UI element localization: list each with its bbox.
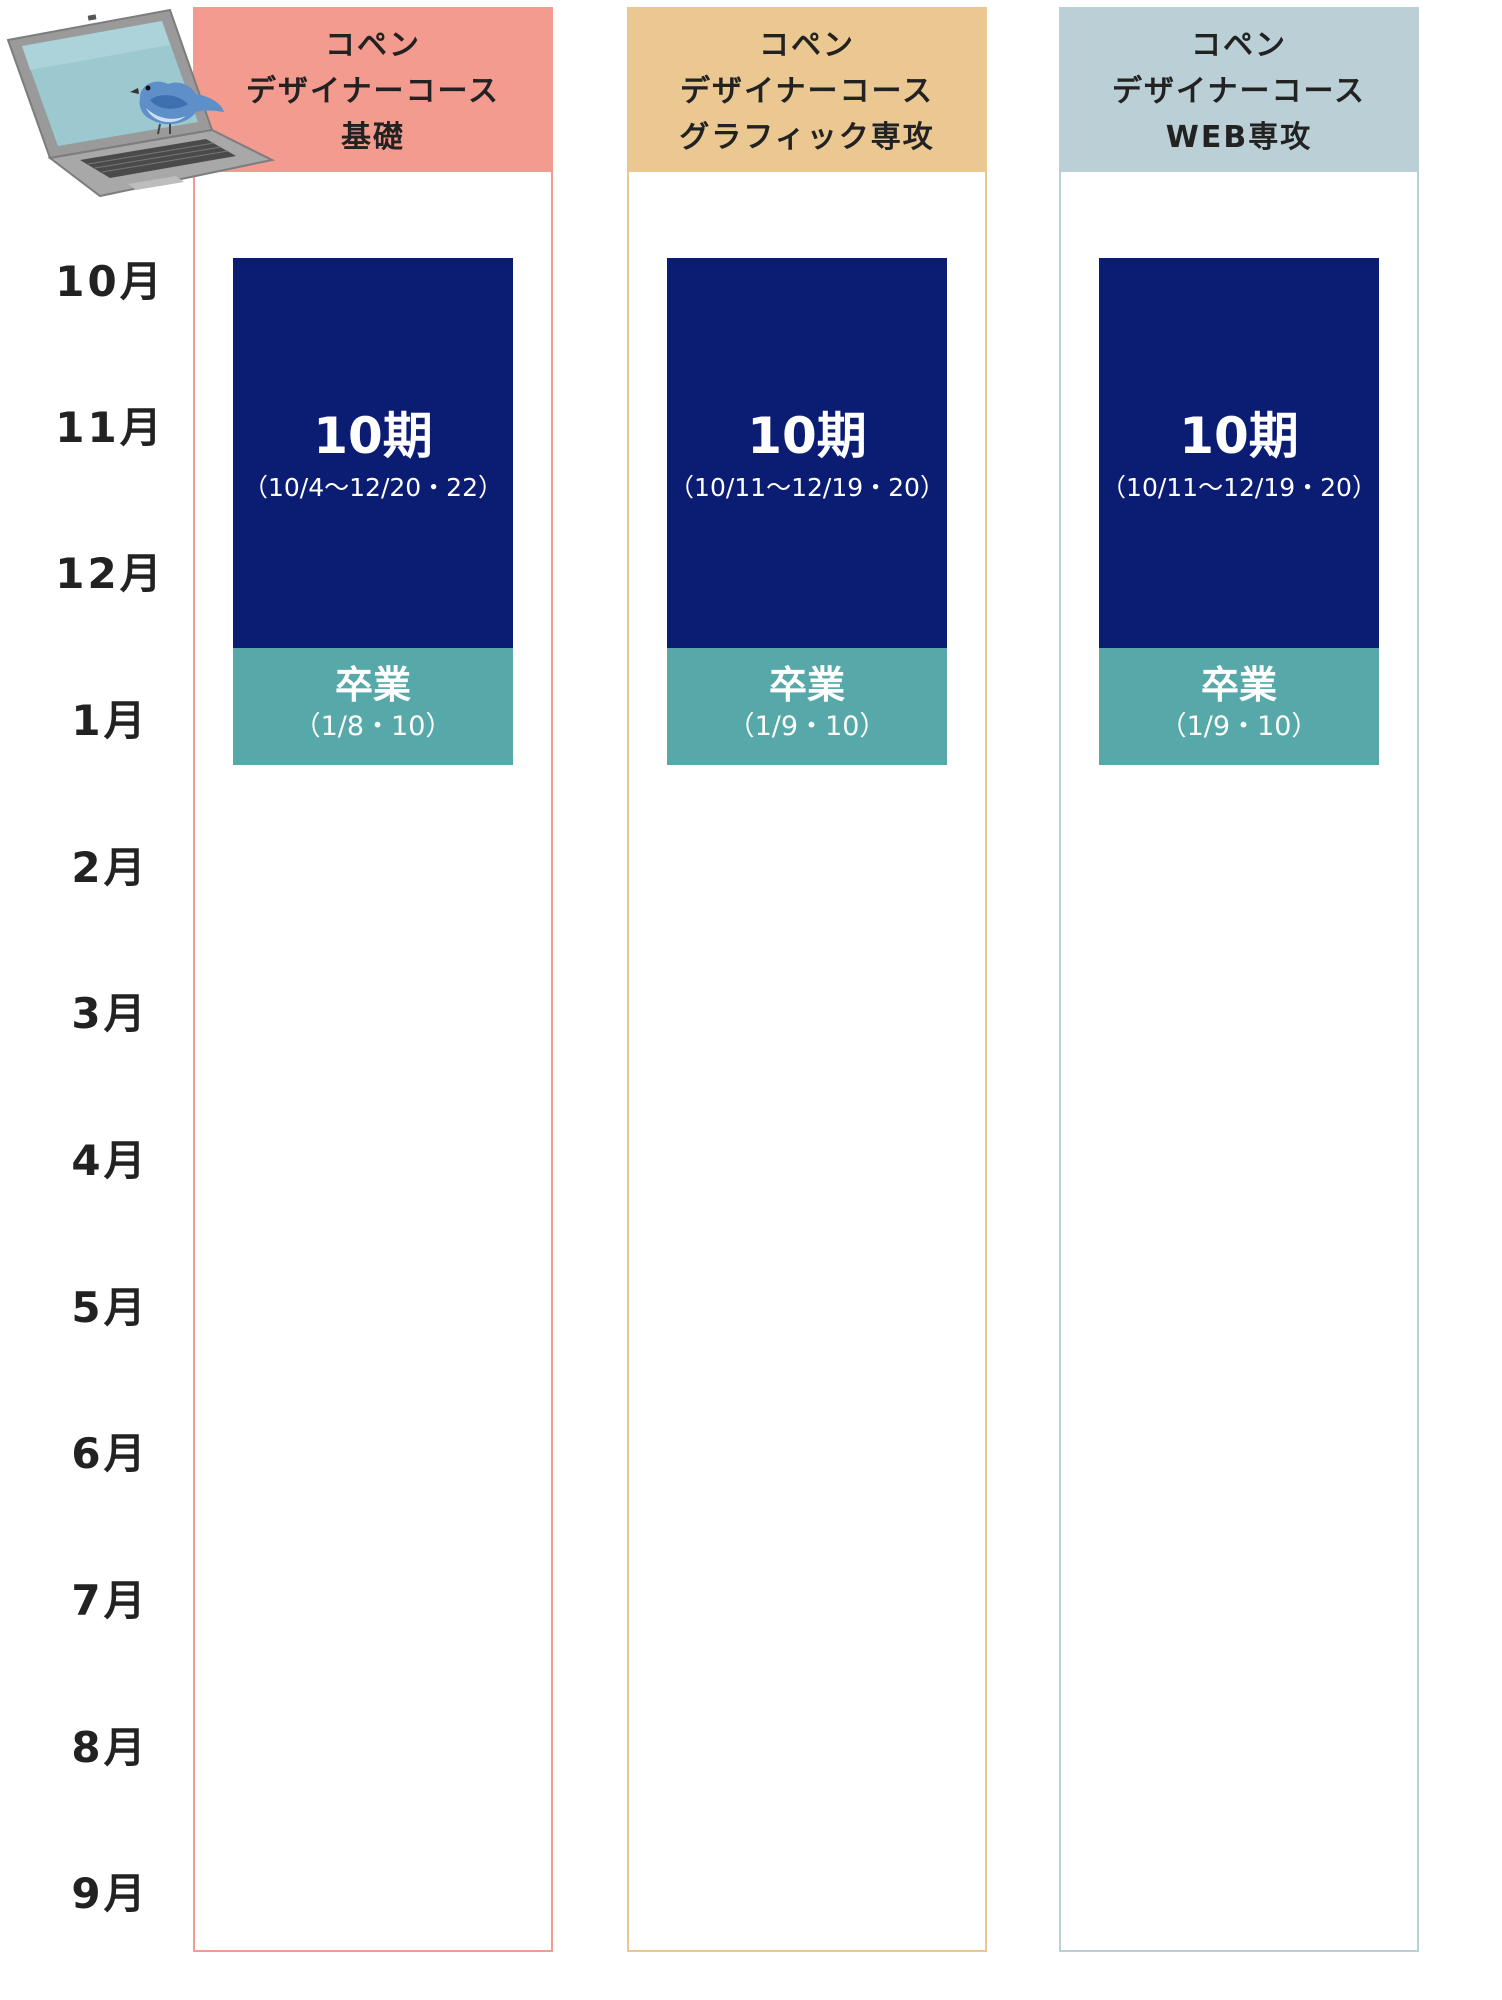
term-title: 10期 — [1179, 407, 1299, 465]
course-header-line: 基礎 — [341, 120, 405, 155]
course-column-graphic: コペン デザイナーコース グラフィック専攻 10期 （10/11〜12/19・2… — [627, 7, 987, 1952]
graduation-block: 卒業 （1/9・10） — [667, 648, 947, 765]
course-header-line: デザイナーコース — [1112, 74, 1366, 109]
graduation-title: 卒業 — [768, 663, 845, 707]
course-header-line: コペン — [325, 28, 421, 63]
month-label: 5月 — [71, 1283, 149, 1332]
course-header-line: デザイナーコース — [680, 74, 934, 109]
month-label: 1月 — [71, 696, 149, 745]
month-label: 6月 — [71, 1429, 149, 1478]
month-label: 4月 — [71, 1136, 149, 1185]
course-header: コペン デザイナーコース WEB専攻 — [1061, 9, 1417, 172]
course-header-line: グラフィック専攻 — [679, 120, 935, 155]
term-dates: （10/4〜12/20・22） — [243, 473, 503, 502]
term-title: 10期 — [747, 407, 867, 465]
course-column-basic: コペン デザイナーコース 基礎 10期 （10/4〜12/20・22） 卒業 （… — [193, 7, 553, 1952]
month-label: 12月 — [55, 549, 165, 598]
course-column-web: コペン デザイナーコース WEB専攻 10期 （10/11〜12/19・20） … — [1059, 7, 1419, 1952]
term-block: 10期 （10/11〜12/19・20） — [1099, 258, 1379, 648]
month-label: 9月 — [71, 1869, 149, 1918]
graduation-dates: （1/9・10） — [1159, 711, 1319, 742]
course-header-line: コペン — [1191, 28, 1287, 63]
graduation-block: 卒業 （1/9・10） — [1099, 648, 1379, 765]
graduation-dates: （1/9・10） — [727, 711, 887, 742]
course-header: コペン デザイナーコース 基礎 — [195, 9, 551, 172]
month-label: 2月 — [71, 843, 149, 892]
term-block: 10期 （10/11〜12/19・20） — [667, 258, 947, 648]
graduation-title: 卒業 — [1200, 663, 1277, 707]
course-header-line: コペン — [759, 28, 855, 63]
course-header-line: デザイナーコース — [246, 74, 500, 109]
month-label: 10月 — [55, 257, 165, 306]
graduation-title: 卒業 — [334, 663, 411, 707]
term-title: 10期 — [313, 407, 433, 465]
graduation-dates: （1/8・10） — [293, 711, 453, 742]
term-dates: （10/11〜12/19・20） — [669, 473, 945, 502]
month-label: 7月 — [71, 1576, 149, 1625]
term-dates: （10/11〜12/19・20） — [1101, 473, 1377, 502]
term-block: 10期 （10/4〜12/20・22） — [233, 258, 513, 648]
month-label: 3月 — [71, 989, 149, 1038]
course-header-line: WEB専攻 — [1165, 120, 1313, 155]
graduation-block: 卒業 （1/8・10） — [233, 648, 513, 765]
course-header: コペン デザイナーコース グラフィック専攻 — [629, 9, 985, 172]
month-label: 8月 — [71, 1723, 149, 1772]
month-label: 11月 — [55, 403, 165, 452]
laptop-with-bird-icon — [6, 8, 276, 198]
